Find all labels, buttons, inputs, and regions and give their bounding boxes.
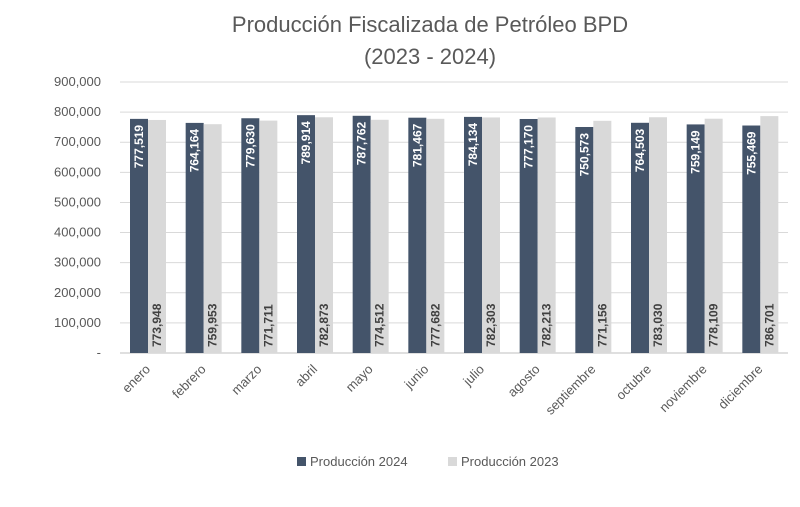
bar-2023 <box>370 119 389 353</box>
bar-label-2023: 759,953 <box>206 303 220 347</box>
bar-label-2024: 764,164 <box>188 129 202 173</box>
bar-2024 <box>352 115 371 353</box>
bar-label-2024: 789,914 <box>299 121 313 165</box>
y-tick-label: 500,000 <box>54 194 101 209</box>
bar-label-2024: 784,134 <box>466 123 480 167</box>
bar-2024 <box>519 118 538 354</box>
y-axis: - 100,000 200,000 300,000 400,000 500,000 600,… <box>54 74 101 360</box>
x-category-label: julio <box>459 362 487 390</box>
y-tick-label: 200,000 <box>54 285 101 300</box>
bar-label-2023: 786,701 <box>762 303 776 347</box>
bar-2023 <box>259 120 278 353</box>
bar-2023 <box>203 124 222 353</box>
bar-label-2023: 771,711 <box>261 304 275 347</box>
x-axis: enero febrero marzo abril mayo junio julio agos… <box>119 361 765 417</box>
bar-2024 <box>408 117 427 353</box>
bar-label-2023: 778,109 <box>707 303 721 347</box>
bar-2023 <box>537 117 556 353</box>
bar-2023 <box>593 120 612 353</box>
bar-2024 <box>464 116 482 353</box>
bar-label-2023: 774,512 <box>373 303 387 347</box>
bar-2023 <box>704 118 723 354</box>
bar-label-2024: 779,630 <box>243 124 257 168</box>
x-category-label: septiembre <box>542 362 598 418</box>
x-category-label: junio <box>401 362 432 393</box>
bar-2024 <box>742 125 761 353</box>
legend-swatch-2024 <box>297 457 306 466</box>
bar-label-2024: 759,149 <box>689 130 703 174</box>
bar-label-2024: 755,469 <box>744 131 758 175</box>
bar-label-2024: 777,170 <box>522 125 536 169</box>
bar-label-2024: 764,503 <box>633 128 647 172</box>
y-tick-label: 400,000 <box>54 225 101 240</box>
legend: Producción 2024 Producción 2023 <box>297 454 559 469</box>
bar-label-2024: 777,519 <box>132 125 146 169</box>
x-category-label: febrero <box>169 362 209 402</box>
x-category-label: diciembre <box>715 362 765 412</box>
bar-2023 <box>760 116 779 353</box>
bar-label-2023: 782,873 <box>317 303 331 347</box>
bar-2024 <box>241 118 260 353</box>
bar-label-2024: 750,573 <box>577 133 591 177</box>
x-category-label: enero <box>119 362 153 396</box>
bar-2023 <box>148 119 166 353</box>
bar-2024 <box>130 118 148 353</box>
chart-title-line-2: (2023 - 2024) <box>364 44 496 69</box>
x-category-label: agosto <box>505 362 543 400</box>
y-tick-label: 900,000 <box>54 74 101 89</box>
bar-2024 <box>575 126 594 353</box>
bar-2023 <box>649 117 667 353</box>
bar-2024 <box>297 115 315 353</box>
bar-2023 <box>315 117 333 353</box>
x-category-label: marzo <box>228 362 264 398</box>
legend-label-2023: Producción 2023 <box>461 454 559 469</box>
y-tick-label: - <box>97 345 101 360</box>
legend-swatch-2023 <box>448 457 457 466</box>
bars: 777,519 773,948 764,164 759,953 779,630 771,7… <box>130 115 779 354</box>
bar-label-2023: 782,213 <box>540 303 554 347</box>
y-tick-label: 100,000 <box>54 315 101 330</box>
x-category-label: abril <box>292 361 320 389</box>
bar-label-2023: 777,682 <box>428 303 442 347</box>
x-category-label: octubre <box>613 362 654 403</box>
bar-2024 <box>686 124 705 353</box>
bar-2024 <box>185 122 204 353</box>
bar-label-2024: 787,762 <box>355 121 369 165</box>
x-category-label: mayo <box>343 362 376 395</box>
y-tick-label: 600,000 <box>54 164 101 179</box>
bar-2024 <box>631 122 649 353</box>
chart-title-line-1: Producción Fiscalizada de Petróleo BPD <box>232 12 628 37</box>
bar-label-2024: 781,467 <box>410 123 424 167</box>
x-category-label: noviembre <box>656 362 710 416</box>
gridlines <box>120 81 788 354</box>
bar-label-2023: 771,156 <box>595 303 609 347</box>
bar-2023 <box>482 117 500 353</box>
bar-2023 <box>426 118 445 354</box>
bar-label-2023: 773,948 <box>150 303 164 347</box>
y-tick-label: 800,000 <box>54 104 101 119</box>
y-tick-label: 300,000 <box>54 255 101 270</box>
y-tick-label: 700,000 <box>54 134 101 149</box>
bar-label-2023: 783,030 <box>651 303 665 347</box>
legend-label-2024: Producción 2024 <box>310 454 408 469</box>
bar-label-2023: 782,303 <box>484 303 498 347</box>
